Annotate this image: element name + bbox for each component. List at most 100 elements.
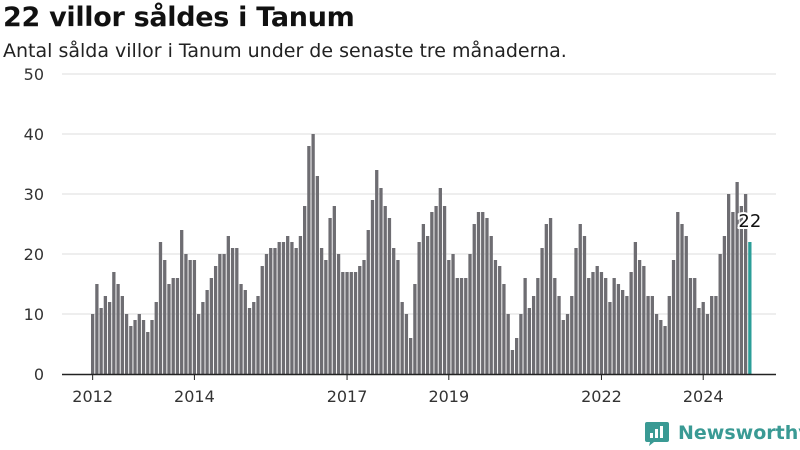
bar <box>472 224 476 374</box>
bar <box>667 296 671 374</box>
bar <box>383 206 387 374</box>
bar <box>324 260 328 374</box>
bar <box>468 254 472 374</box>
x-tick-label: 2024 <box>683 387 724 406</box>
bar <box>676 212 680 374</box>
x-tick-label: 2022 <box>581 387 622 406</box>
bar <box>739 206 744 374</box>
bar <box>277 242 281 374</box>
bar <box>286 236 290 374</box>
bar <box>731 212 735 374</box>
bar <box>646 296 650 374</box>
bar <box>455 278 459 374</box>
bar <box>213 266 218 374</box>
bar <box>612 278 616 374</box>
bar <box>442 206 447 374</box>
bars <box>91 134 752 374</box>
y-tick-label: 0 <box>34 365 44 384</box>
bar <box>701 302 705 374</box>
bar <box>358 266 362 374</box>
bar <box>722 236 727 374</box>
bar <box>184 254 188 374</box>
bar <box>515 338 519 374</box>
bar <box>129 326 133 374</box>
bar <box>163 260 167 374</box>
bar <box>438 188 442 374</box>
bar <box>599 272 604 374</box>
bar <box>150 320 154 374</box>
bar <box>349 272 353 374</box>
bar <box>671 260 676 374</box>
bar <box>303 206 307 374</box>
bar <box>103 296 108 374</box>
bar <box>693 278 697 374</box>
chart-title: 22 villor såldes i Tanum <box>3 2 355 33</box>
bar <box>659 320 663 374</box>
bar <box>175 278 180 374</box>
bar <box>425 236 430 374</box>
bar <box>409 338 413 374</box>
bar <box>197 314 201 374</box>
bar <box>243 290 247 374</box>
bar <box>112 272 116 374</box>
bar <box>531 296 536 374</box>
newsworthy-logo-icon <box>645 422 669 446</box>
bar <box>298 236 303 374</box>
bar <box>252 302 256 374</box>
bar <box>273 248 277 374</box>
bar <box>536 278 540 374</box>
bar <box>209 278 214 374</box>
bar <box>379 188 383 374</box>
bar <box>319 248 324 374</box>
bar <box>205 290 209 374</box>
bar <box>637 260 642 374</box>
bar <box>578 224 582 374</box>
bar <box>587 278 591 374</box>
bar <box>120 296 124 374</box>
bar <box>705 314 710 374</box>
bar <box>642 266 646 374</box>
bar <box>625 296 629 374</box>
y-tick-label: 40 <box>24 125 44 144</box>
x-tick-label: 2014 <box>174 387 215 406</box>
bar <box>506 314 510 374</box>
bar <box>107 302 112 374</box>
bar <box>404 314 409 374</box>
bar <box>400 302 404 374</box>
bar <box>718 254 722 374</box>
bar <box>447 260 451 374</box>
bar <box>370 200 375 374</box>
bar <box>727 194 731 374</box>
bar <box>307 146 311 374</box>
bar <box>91 314 95 374</box>
y-tick-label: 30 <box>24 185 44 204</box>
y-axis-ticks: 0 10 20 30 40 50 <box>24 65 44 384</box>
bar <box>544 224 548 374</box>
bar <box>540 248 544 374</box>
newsworthy-brand: Newsworthy <box>644 419 800 447</box>
bar <box>290 242 294 374</box>
bar <box>256 296 260 374</box>
bar <box>413 284 417 374</box>
bar-latest <box>748 242 752 374</box>
bar <box>375 170 379 374</box>
bar <box>684 236 688 374</box>
bar <box>281 242 286 374</box>
bar <box>141 320 146 374</box>
bar <box>222 254 226 374</box>
bar <box>336 254 341 374</box>
bar <box>218 254 222 374</box>
x-tick-label: 2017 <box>327 387 368 406</box>
bar <box>604 278 608 374</box>
bar <box>608 302 612 374</box>
bar <box>387 218 392 374</box>
bar <box>137 314 141 374</box>
bar <box>95 284 99 374</box>
bar <box>680 224 684 374</box>
bar <box>269 248 273 374</box>
bar <box>146 332 150 374</box>
bar <box>167 284 171 374</box>
bar <box>315 176 320 374</box>
bar <box>311 134 315 374</box>
